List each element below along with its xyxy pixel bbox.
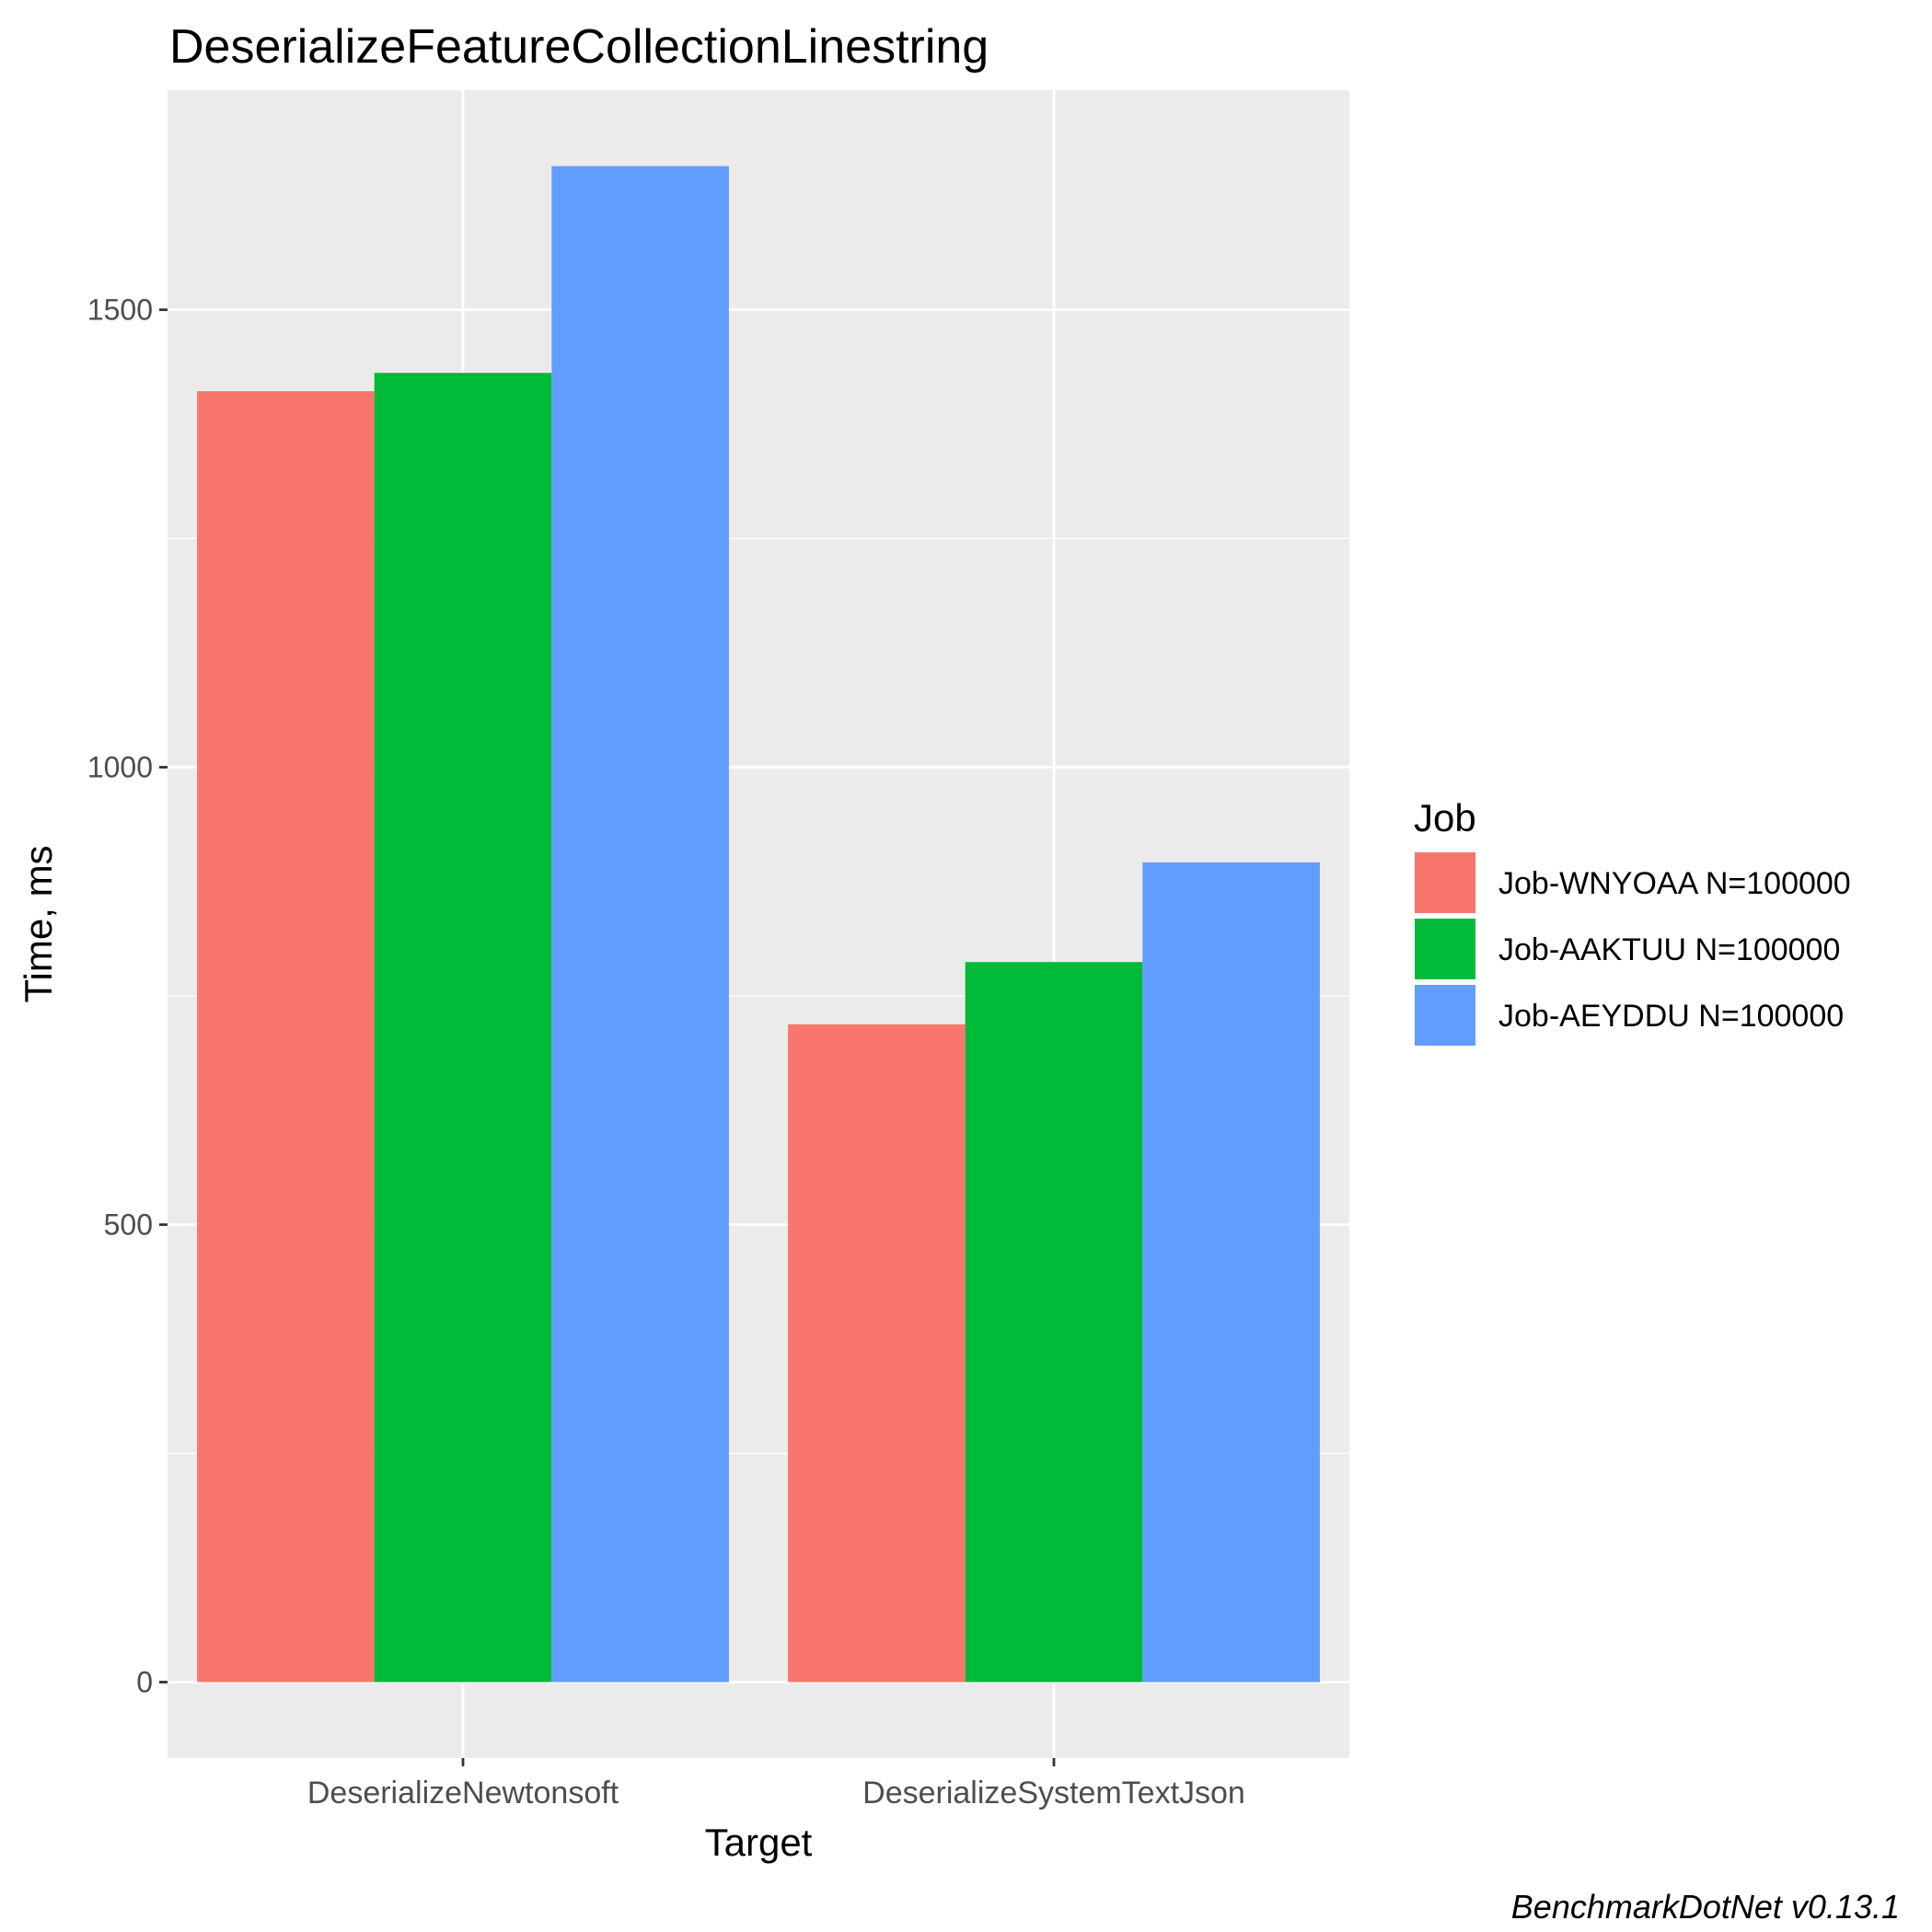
bar: [551, 166, 729, 1683]
bar: [965, 962, 1143, 1683]
bar: [788, 1024, 966, 1683]
bar: [374, 373, 552, 1683]
y-axis: 0 500 1000 1500: [87, 294, 168, 1699]
chart-title: DeserializeFeatureCollectionLinestring: [169, 20, 989, 74]
bar: [197, 391, 375, 1683]
bars: [197, 166, 1320, 1683]
legend-label: Job-WNYOAA N=100000: [1498, 866, 1851, 901]
legend: Job Job-WNYOAA N=100000 Job-AAKTUU N=1000…: [1413, 796, 1851, 1047]
y-tick-label: 0: [136, 1666, 153, 1699]
y-tick-label: 1000: [87, 751, 153, 784]
x-axis-title: Target: [705, 1821, 813, 1864]
legend-label: Job-AEYDDU N=100000: [1498, 999, 1844, 1034]
legend-label: Job-AAKTUU N=100000: [1498, 932, 1840, 967]
bar: [1142, 862, 1320, 1683]
y-axis-title: Time, ms: [17, 845, 60, 1002]
legend-title: Job: [1414, 796, 1476, 839]
x-tick-label: DeserializeSystemTextJson: [862, 1776, 1245, 1811]
caption: BenchmarkDotNet v0.13.1: [1511, 1888, 1900, 1926]
x-tick-label: DeserializeNewtonsoft: [307, 1776, 619, 1811]
legend-key: [1413, 983, 1477, 1047]
y-tick-label: 1500: [87, 294, 153, 327]
legend-key: [1413, 850, 1477, 915]
legend-key: [1413, 917, 1477, 981]
x-axis: DeserializeNewtonsoft DeserializeSystemTe…: [307, 1758, 1245, 1811]
y-tick-label: 500: [104, 1209, 153, 1242]
